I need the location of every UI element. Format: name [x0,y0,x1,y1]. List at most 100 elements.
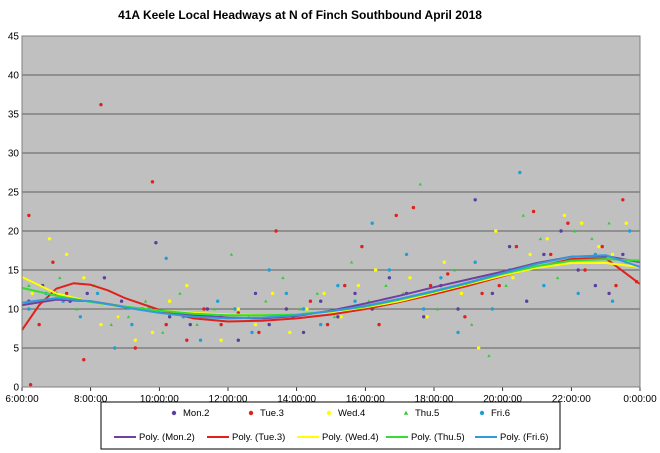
legend-label: Poly. (Tue.3) [232,432,285,443]
point [597,244,601,249]
point [233,307,237,311]
point [456,330,460,335]
point [216,299,220,303]
legend-label: Poly. (Wed.4) [322,432,379,443]
point [202,307,206,311]
y-tick-label: 30 [8,149,20,160]
point [27,283,31,287]
point [384,283,388,287]
point [319,322,323,327]
point [607,291,611,296]
point [212,307,216,311]
point [538,237,543,241]
point [590,237,594,241]
chart-title: 41A Keele Local Headways at N of Finch S… [118,8,482,22]
point [621,252,625,257]
y-tick-label: 10 [8,305,20,316]
point [473,198,477,202]
point [576,268,580,272]
y-tick-label: 15 [8,266,20,277]
point [593,283,598,288]
point [353,299,357,303]
point [600,244,604,249]
point [154,241,158,245]
point [507,244,512,249]
point [408,276,412,280]
point [264,299,268,303]
point [267,322,271,327]
x-tick-label: 12:00:00 [209,394,248,405]
point [178,291,182,295]
point [253,322,258,327]
point [349,260,354,264]
point [490,291,495,296]
point [64,291,69,296]
point [511,276,515,280]
legend-label: Poly. (Thu.5) [411,432,465,443]
point [476,346,481,350]
legend-box [100,401,561,450]
point [555,276,560,280]
point [113,346,117,350]
point [64,252,69,257]
point [579,221,584,225]
point [37,322,41,327]
point [332,315,337,319]
legend-marker [248,410,254,416]
point [198,338,203,342]
point [78,315,83,319]
point [85,291,89,296]
point [504,283,508,287]
point [325,322,330,327]
legend-marker [326,410,332,416]
point [439,276,443,280]
point [531,209,536,214]
y-tick-label: 35 [8,110,20,121]
legend-label: Wed.4 [338,408,365,419]
point [30,291,34,296]
point [470,322,474,326]
point [102,276,107,280]
point [274,229,278,233]
point [253,291,258,296]
point [28,382,33,387]
point [528,252,532,257]
y-tick-label: 0 [13,383,19,394]
legend: Mon.2 Tue.3 Wed.4 Thu.5 Fri.6 Poly. (Mon.2) Po… [100,401,561,450]
point [133,346,137,350]
point [188,322,192,327]
point [373,268,378,272]
trendlines [21,254,641,331]
point [229,252,234,256]
x-axis: 6:00:00 8:00:00 10:00:00 12:00:00 14:00:00 16… [5,387,657,405]
legend-marker [171,410,177,416]
point [82,276,86,280]
point [150,180,155,184]
point [607,221,611,225]
point [185,338,189,342]
point [27,307,31,311]
point [322,291,326,296]
y-tick-label: 20 [8,227,20,238]
point [143,299,148,303]
point [250,330,254,335]
point [288,330,292,335]
point [284,307,289,311]
point [487,354,491,358]
legend-label: Fri.6 [491,408,510,419]
point [559,229,563,233]
point [99,102,103,107]
point [411,205,416,210]
point [281,276,285,280]
point [497,283,501,288]
x-tick-label: 18:00:00 [415,394,454,405]
y-tick-label: 5 [13,344,19,355]
point [126,315,131,319]
point [51,260,55,264]
point [301,330,306,335]
point [284,291,289,296]
point [518,170,522,175]
point [452,268,457,272]
legend-label: Tue.3 [260,408,284,419]
point [428,283,433,288]
